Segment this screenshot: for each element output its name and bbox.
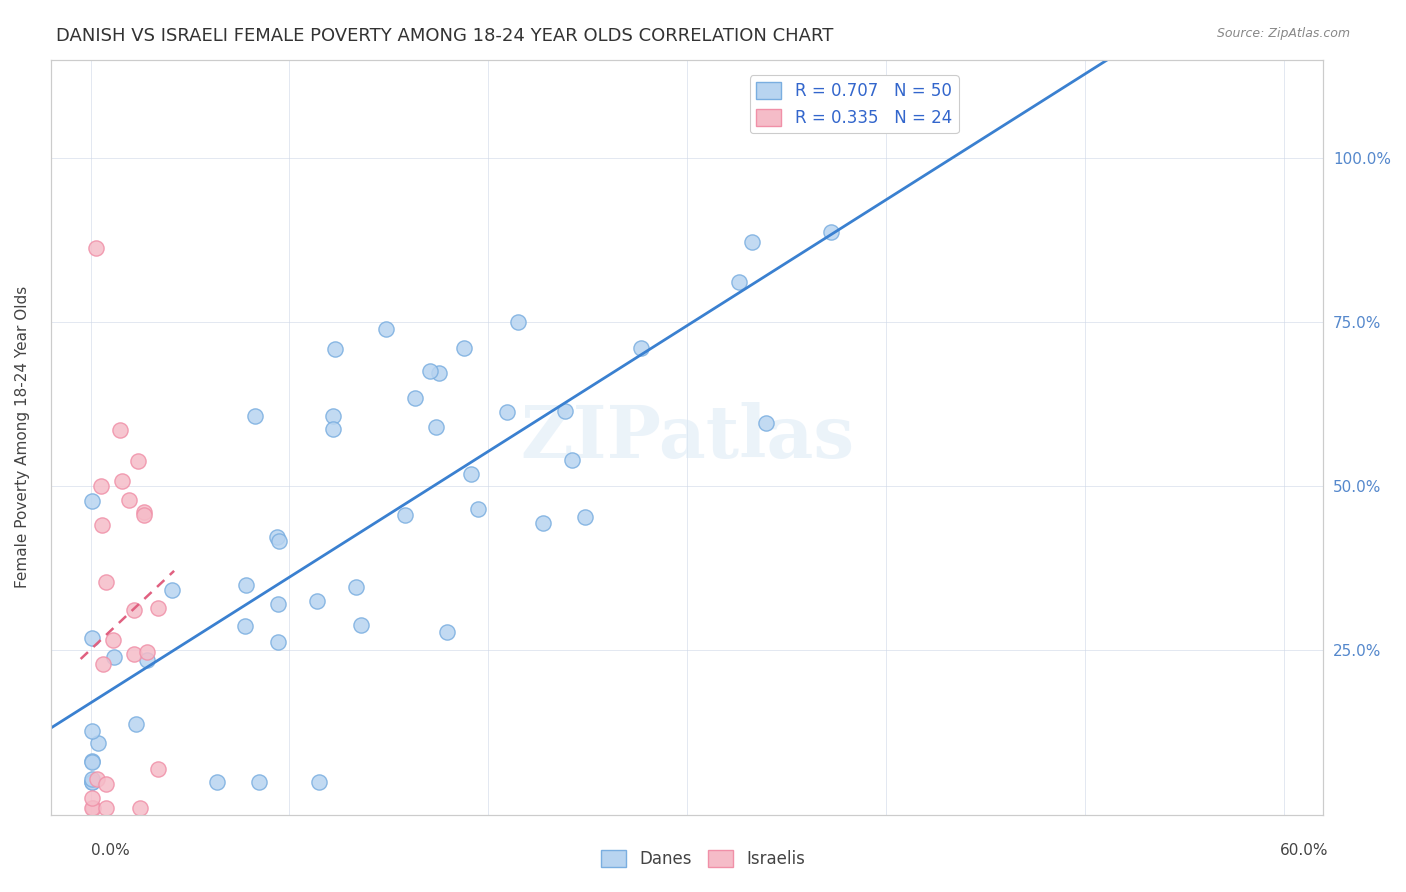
Point	[350, 618, 373, 632]
Point	[91, 657, 114, 672]
Point	[243, 409, 266, 423]
Point	[127, 453, 149, 467]
Point	[94, 575, 117, 590]
Point	[394, 508, 416, 522]
Point	[132, 505, 155, 519]
Point	[755, 416, 778, 430]
Point	[436, 624, 458, 639]
Point	[453, 341, 475, 355]
Point	[80, 772, 103, 786]
Point	[111, 475, 134, 489]
Point	[132, 508, 155, 522]
Point	[820, 225, 842, 239]
Point	[496, 405, 519, 419]
Point	[103, 650, 125, 665]
Point	[235, 578, 257, 592]
Point	[267, 533, 290, 548]
Point	[404, 391, 426, 405]
Point	[90, 517, 112, 532]
Point	[90, 478, 112, 492]
Point	[80, 631, 103, 645]
Point	[108, 423, 131, 437]
Point	[322, 409, 344, 423]
Point	[741, 235, 763, 249]
Text: 0.0%: 0.0%	[91, 843, 131, 858]
Text: 60.0%: 60.0%	[1281, 843, 1329, 858]
Y-axis label: Female Poverty Among 18-24 Year Olds: Female Poverty Among 18-24 Year Olds	[15, 286, 30, 588]
Point	[205, 774, 228, 789]
Point	[136, 653, 159, 667]
Point	[233, 619, 256, 633]
Point	[124, 647, 146, 661]
Point	[86, 736, 108, 750]
Point	[531, 516, 554, 530]
Point	[84, 241, 107, 255]
Point	[630, 341, 652, 355]
Point	[374, 322, 396, 336]
Point	[322, 421, 344, 435]
Point	[305, 594, 328, 608]
Point	[80, 774, 103, 789]
Point	[136, 645, 159, 659]
Point	[267, 597, 290, 611]
Point	[80, 494, 103, 508]
Point	[425, 420, 447, 434]
Point	[80, 801, 103, 815]
Point	[124, 603, 146, 617]
Point	[94, 777, 117, 791]
Point	[118, 493, 141, 508]
Point	[94, 801, 117, 815]
Point	[148, 601, 170, 615]
Point	[267, 634, 290, 648]
Legend: Danes, Israelis: Danes, Israelis	[593, 843, 813, 875]
Point	[86, 772, 108, 786]
Point	[247, 774, 270, 789]
Point	[101, 633, 124, 648]
Point	[80, 756, 103, 770]
Point	[82, 801, 104, 815]
Point	[508, 315, 530, 329]
Point	[80, 754, 103, 768]
Point	[308, 774, 330, 789]
Point	[125, 717, 148, 731]
Text: ZIPatlas: ZIPatlas	[520, 401, 853, 473]
Text: DANISH VS ISRAELI FEMALE POVERTY AMONG 18-24 YEAR OLDS CORRELATION CHART: DANISH VS ISRAELI FEMALE POVERTY AMONG 1…	[56, 27, 834, 45]
Legend: R = 0.707   N = 50, R = 0.335   N = 24: R = 0.707 N = 50, R = 0.335 N = 24	[749, 76, 959, 134]
Point	[128, 801, 150, 815]
Point	[80, 791, 103, 805]
Point	[460, 467, 482, 481]
Point	[80, 774, 103, 789]
Point	[344, 580, 367, 594]
Point	[727, 275, 749, 289]
Point	[554, 403, 576, 417]
Point	[561, 452, 583, 467]
Text: Source: ZipAtlas.com: Source: ZipAtlas.com	[1216, 27, 1350, 40]
Point	[80, 724, 103, 739]
Point	[323, 342, 346, 356]
Point	[574, 510, 596, 524]
Point	[146, 762, 169, 776]
Point	[160, 583, 183, 598]
Point	[467, 502, 489, 516]
Point	[266, 530, 288, 544]
Point	[419, 364, 441, 378]
Point	[427, 366, 450, 380]
